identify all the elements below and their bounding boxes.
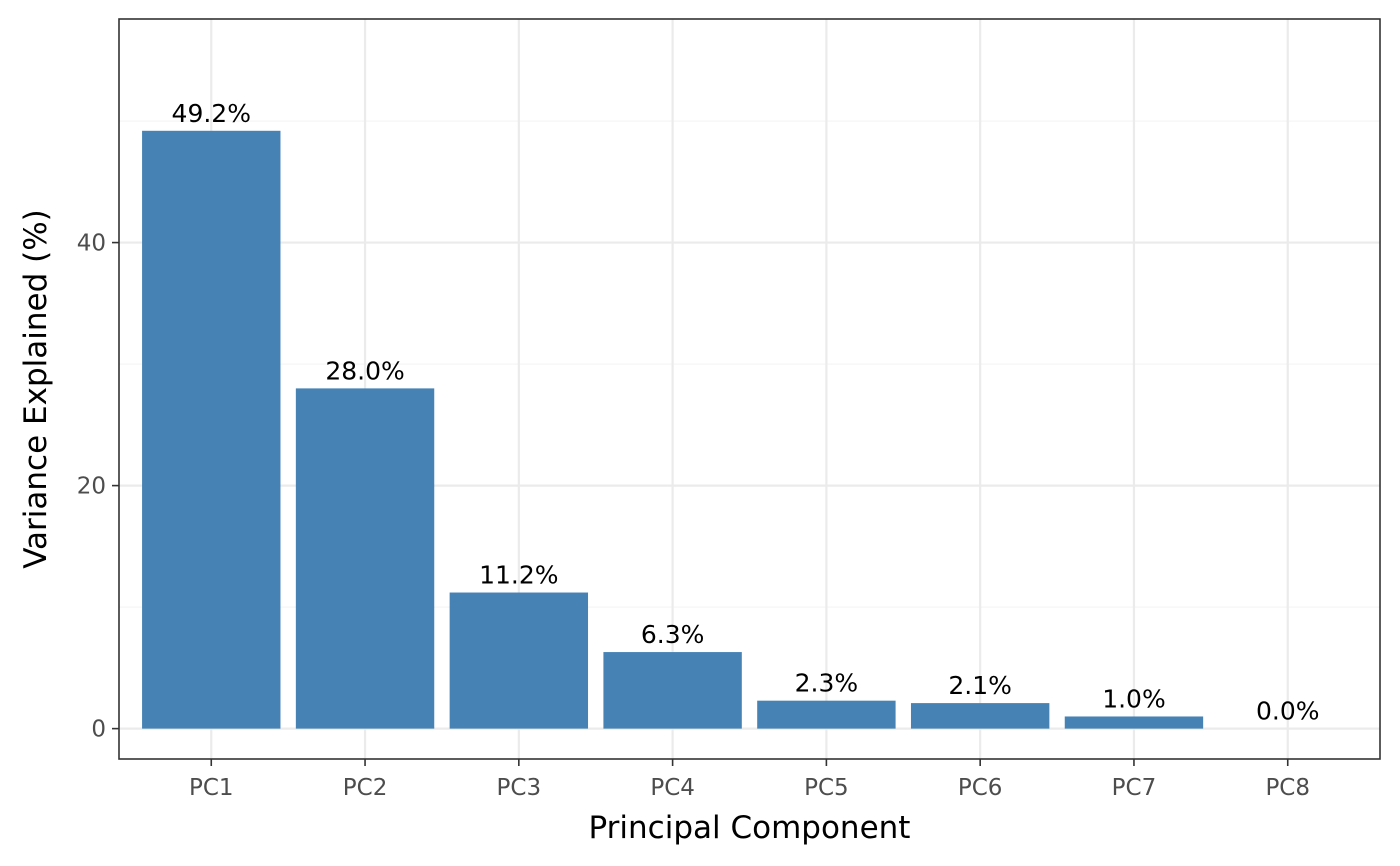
bar-label-pc8: 0.0% <box>1256 697 1320 726</box>
bar-label-pc4: 6.3% <box>641 620 705 649</box>
x-tick-label: PC7 <box>1112 775 1157 801</box>
y-axis-title: Variance Explained (%) <box>18 209 54 569</box>
x-tick-label: PC2 <box>343 775 388 801</box>
bar-pc6 <box>910 703 1050 729</box>
x-axis: PC1 PC2 PC3 PC4 PC5 PC6 PC7 PC8 <box>189 759 1310 801</box>
bar-label-pc5: 2.3% <box>795 669 859 698</box>
y-tick-label: 40 <box>77 231 106 257</box>
bar-label-pc7: 1.0% <box>1102 684 1166 713</box>
bars <box>142 130 1204 729</box>
bar-pc2 <box>295 388 435 729</box>
x-tick-label: PC1 <box>189 775 234 801</box>
bar-pc4 <box>603 652 742 729</box>
bar-labels: 49.2% 28.0% 11.2% 6.3% 2.3% 2.1% 1.0% 0.0% <box>172 99 1320 726</box>
bar-label-pc6: 2.1% <box>948 671 1012 700</box>
x-tick-label: PC3 <box>497 775 542 801</box>
x-tick-label: PC4 <box>650 775 695 801</box>
plot-panel-border <box>118 18 1381 760</box>
bar-label-pc3: 11.2% <box>479 561 558 590</box>
grid-lines <box>119 19 1380 759</box>
bar-pc1 <box>142 130 281 729</box>
y-axis: 0 20 40 <box>77 231 119 743</box>
x-tick-label: PC5 <box>804 775 849 801</box>
x-axis-title: Principal Component <box>589 810 911 846</box>
y-tick-label: 0 <box>91 717 106 743</box>
bar-pc5 <box>757 700 896 729</box>
bar-pc3 <box>449 592 589 729</box>
bar-label-pc2: 28.0% <box>325 356 404 385</box>
x-tick-label: PC6 <box>958 775 1003 801</box>
bar-pc7 <box>1064 716 1204 729</box>
bar-label-pc1: 49.2% <box>172 99 251 128</box>
y-tick-label: 20 <box>77 474 106 500</box>
x-tick-label: PC8 <box>1265 775 1310 801</box>
